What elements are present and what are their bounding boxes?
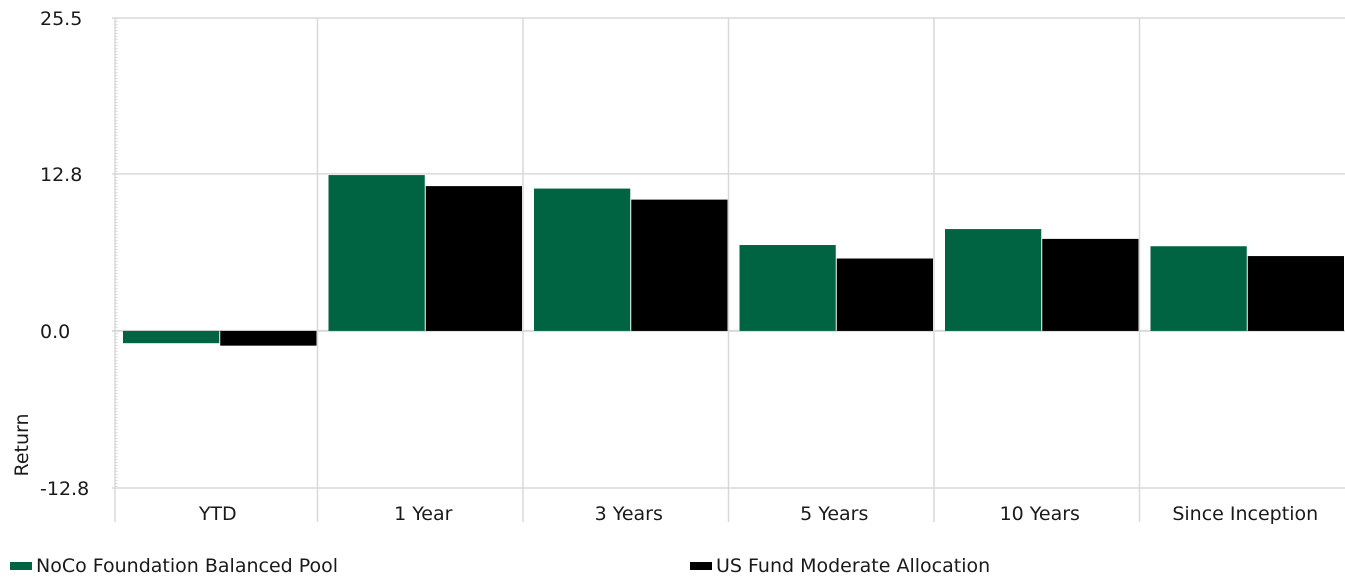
x-tick-label: 10 Years [1000, 503, 1080, 525]
y-axis-label: Return [11, 413, 33, 476]
legend-swatch-us-fund [690, 562, 712, 570]
bar-noco-5 [1150, 246, 1247, 331]
bar-us-fund-3 [836, 258, 933, 331]
bar-noco-3 [739, 245, 836, 331]
grid-lines [112, 17, 1345, 522]
legend-item-noco: NoCo Foundation Balanced Pool [10, 555, 338, 577]
x-tick-label: Since Inception [1172, 503, 1318, 525]
bar-us-fund-2 [631, 199, 728, 331]
legend-label-us-fund: US Fund Moderate Allocation [716, 555, 991, 577]
x-tick-label: YTD [198, 503, 237, 525]
bar-us-fund-0 [220, 330, 317, 346]
x-tick-label: 1 Year [394, 503, 453, 525]
bar-us-fund-1 [425, 186, 522, 331]
axes [114, 18, 118, 522]
bar-us-fund-4 [1042, 238, 1139, 331]
legend-swatch-noco [10, 562, 32, 570]
bar-noco-1 [328, 175, 425, 331]
bar-chart: -12.8 0.0 12.8 25.5 YTD 1 Year 3 Years 5 Years 1… [11, 8, 1345, 525]
bar-us-fund-5 [1247, 256, 1344, 331]
y-tick-label: 0.0 [40, 321, 70, 343]
y-tick-label: -12.8 [40, 478, 89, 500]
legend-item-us-fund: US Fund Moderate Allocation [690, 555, 990, 577]
bar-noco-2 [534, 188, 631, 331]
legend: NoCo Foundation Balanced Pool US Fund Mo… [0, 555, 1345, 579]
tick-labels: -12.8 0.0 12.8 25.5 YTD 1 Year 3 Years 5 Years 1… [40, 8, 1318, 525]
bar-noco-4 [945, 229, 1042, 331]
bar-noco-0 [123, 330, 220, 344]
y-tick-label: 12.8 [40, 164, 82, 186]
bars [123, 175, 1344, 346]
y-tick-label: 25.5 [40, 8, 82, 30]
legend-label-noco: NoCo Foundation Balanced Pool [36, 555, 339, 577]
x-tick-label: 5 Years [800, 503, 868, 525]
x-tick-label: 3 Years [595, 503, 663, 525]
